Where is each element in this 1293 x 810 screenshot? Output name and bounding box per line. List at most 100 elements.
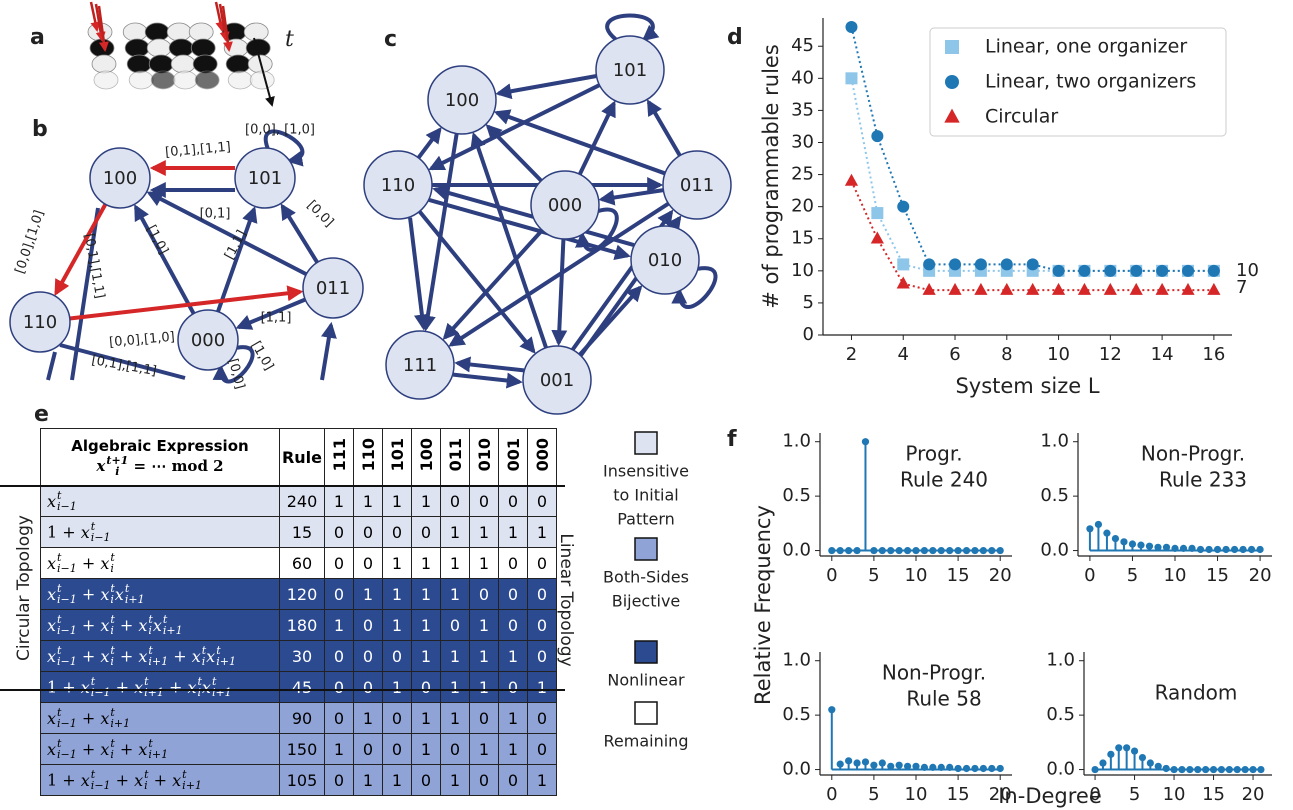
legend-label: Linear, one organizer	[985, 36, 1187, 58]
expr-text: +	[115, 740, 139, 759]
ball	[94, 71, 118, 89]
bit-cell: 0	[499, 486, 528, 517]
graph-loop	[221, 347, 253, 381]
header-pattern-cell: 001	[499, 429, 528, 486]
node-label: 011	[680, 175, 714, 196]
graph-edge	[559, 239, 564, 343]
bit-cell: 1	[499, 641, 528, 672]
input-arrow	[91, 2, 97, 30]
marker-circle	[871, 130, 883, 142]
stem-marker	[1197, 546, 1204, 553]
marker-square	[923, 265, 935, 277]
marker-triangle	[1104, 283, 1117, 295]
graph-node	[90, 148, 150, 208]
stem-marker	[1163, 765, 1170, 772]
ball	[145, 23, 169, 41]
rule-table-wrap: Algebraic Expressionxt+1i = ⋯ mod 2Rule1…	[40, 428, 557, 796]
expr-text: +	[115, 616, 139, 635]
stem-marker	[1234, 766, 1241, 773]
var-base: x	[187, 678, 196, 697]
expr-var: xti	[100, 738, 114, 760]
graph-edge	[498, 76, 596, 94]
graph-node	[386, 331, 454, 399]
stem-marker	[1194, 766, 1201, 773]
graph-edge	[445, 230, 542, 337]
marker-square	[1156, 265, 1168, 277]
graph-node	[523, 346, 591, 414]
edge-label: [0,0]	[225, 357, 247, 391]
bit-cell: 1	[499, 703, 528, 734]
ball	[92, 55, 116, 73]
bit-cell: 1	[412, 548, 441, 579]
header-pattern: 011	[446, 438, 465, 471]
graph-edge	[474, 135, 546, 348]
stem-marker	[997, 547, 1004, 554]
bit-cell: 1	[412, 641, 441, 672]
bit-cell: 0	[354, 641, 383, 672]
marker-triangle	[1181, 283, 1194, 295]
expr-var: xti	[100, 583, 114, 605]
var-sub: i+1	[110, 718, 130, 729]
ball	[189, 23, 213, 41]
rule-cell: 150	[280, 734, 325, 765]
expr-var: xti−1	[81, 769, 111, 791]
var-sub: i+1	[216, 656, 236, 667]
time-arrow	[254, 38, 272, 105]
expression-cell: 1 + xti−1	[41, 517, 280, 548]
var-scripts: ti+1	[163, 614, 183, 636]
expr-var: xti−1	[47, 552, 77, 574]
node-label: 011	[316, 278, 350, 299]
stem-marker	[971, 547, 978, 554]
var-base: x	[96, 457, 105, 475]
bit-cell: 1	[412, 703, 441, 734]
header-expression-title: Algebraic Expression	[41, 437, 279, 455]
x-tick-label: 5	[1127, 565, 1138, 586]
legend-label: Insensitive	[603, 462, 689, 481]
y-tick-label: 5	[803, 292, 814, 313]
stem-marker	[1103, 530, 1110, 537]
x-tick-label: 0	[826, 565, 837, 586]
x-tick-label: 10	[905, 565, 928, 586]
bit-cell: 1	[383, 610, 412, 641]
graph-edge	[70, 292, 300, 319]
marker-square	[897, 258, 909, 270]
stem-marker	[862, 758, 869, 765]
marker-square	[975, 265, 987, 277]
var-scripts: ti+1	[212, 676, 232, 698]
bit-cell: 0	[354, 734, 383, 765]
graph-edge	[218, 209, 254, 312]
stem-marker	[921, 764, 928, 771]
y-tick-label: 0.5	[1046, 704, 1075, 725]
expression-cell: xti−1 + xti	[41, 548, 280, 579]
bit-cell: 0	[383, 734, 412, 765]
stem-marker	[1256, 546, 1263, 553]
expr-text: +	[115, 647, 139, 666]
expr-text: 1 +	[47, 678, 81, 697]
graph-loop	[582, 210, 617, 250]
time-label: t	[285, 27, 294, 52]
rule-row: 1 + xti−1 + xti + xti+110501101001	[41, 765, 557, 796]
bit-cell: 1	[470, 517, 499, 548]
marker-square	[1104, 265, 1116, 277]
stem-marker	[1257, 766, 1264, 773]
bit-cell: 1	[499, 734, 528, 765]
var-base: x	[47, 492, 56, 511]
graph-node	[10, 292, 70, 352]
bit-cell: 0	[499, 610, 528, 641]
ball	[149, 55, 173, 73]
bit-cell: 1	[470, 672, 499, 703]
bit-cell: 1	[441, 579, 470, 610]
header-pattern: 100	[417, 438, 436, 471]
marker-circle	[949, 258, 961, 270]
rule-row: xti−1 + xti+19001011010	[41, 703, 557, 734]
y-tick-label: 0.5	[782, 704, 811, 725]
bit-cell: 0	[528, 703, 557, 734]
f-y-axis-label: Relative Frequency	[751, 505, 775, 705]
y-axis-label: # of programmable rules	[759, 44, 783, 309]
stem-marker	[837, 547, 844, 554]
var-sub: i	[110, 563, 114, 574]
stem-marker	[1091, 766, 1098, 773]
